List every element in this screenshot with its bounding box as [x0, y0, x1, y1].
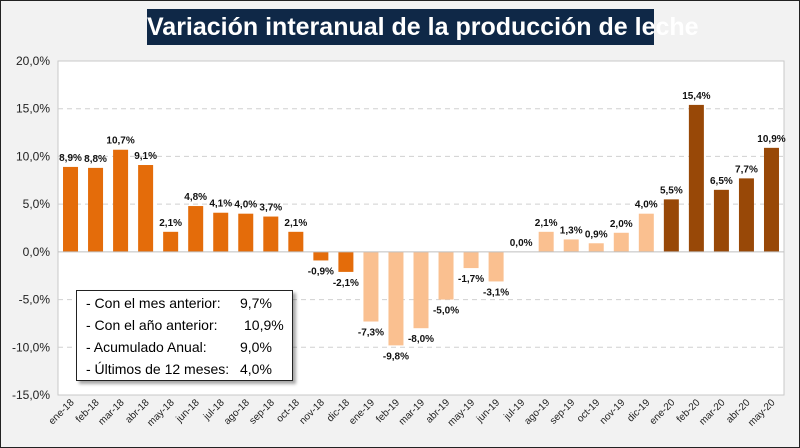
bar-mar-19 — [413, 251, 429, 329]
x-tick-label: may-20 — [746, 397, 778, 429]
bar-feb-19 — [388, 251, 404, 346]
data-label: 7,7% — [735, 164, 758, 175]
bar-may-20 — [763, 147, 779, 252]
x-tick-label: ene-18 — [47, 397, 77, 427]
x-tick-label: jun-18 — [174, 397, 202, 425]
bar-nov-19 — [613, 232, 629, 252]
bar-jun-18 — [188, 206, 204, 252]
summary-value: 10,9% — [244, 317, 284, 333]
data-label: 2,0% — [610, 219, 633, 230]
x-tick-label: ago-18 — [222, 397, 252, 427]
x-tick-label: nov-18 — [298, 397, 328, 427]
summary-label: - Acumulado Anual: — [86, 339, 207, 355]
data-label: -9,8% — [383, 351, 409, 362]
bar-sep-18 — [263, 216, 279, 252]
bar-ene-19 — [363, 251, 379, 322]
x-tick-label: jun-19 — [474, 397, 502, 425]
y-tick-label: 15,0% — [16, 102, 50, 116]
bar-nov-18 — [313, 251, 329, 261]
data-label: 8,8% — [84, 154, 107, 165]
bar-abr-20 — [738, 178, 754, 252]
data-label: 9,1% — [134, 151, 157, 162]
data-label: 0,9% — [585, 229, 608, 240]
data-label: 5,5% — [660, 185, 683, 196]
summary-label: - Últimos de 12 meses: — [86, 361, 230, 377]
y-tick-label: -10,0% — [12, 340, 50, 354]
data-label: 2,1% — [284, 218, 307, 229]
x-tick-label: nov-19 — [598, 397, 628, 427]
data-label: 3,7% — [259, 203, 282, 214]
data-label: -2,1% — [333, 278, 359, 289]
y-tick-label: -15,0% — [12, 388, 50, 402]
data-label: 8,9% — [59, 153, 82, 164]
x-tick-label: may-19 — [446, 397, 478, 429]
data-label: 10,9% — [757, 134, 785, 145]
data-label: 4,1% — [209, 199, 232, 210]
data-label: 4,8% — [184, 192, 207, 203]
bar-jun-19 — [488, 251, 504, 282]
x-tick-label: ene-19 — [347, 397, 377, 427]
data-label: 0,0% — [510, 238, 533, 249]
x-tick-label: mar-20 — [697, 397, 727, 427]
data-label: 6,5% — [710, 176, 733, 187]
x-tick-label: ene-20 — [648, 397, 678, 427]
bar-may-19 — [463, 251, 479, 269]
bar-ago-18 — [238, 213, 254, 252]
data-label: 4,0% — [234, 200, 257, 211]
x-tick-label: ago-19 — [522, 397, 552, 427]
summary-value: 9,7% — [240, 295, 272, 311]
data-label: -5,0% — [433, 306, 459, 317]
bar-may-18 — [163, 231, 179, 252]
y-tick-label: -5,0% — [19, 293, 51, 307]
bar-dic-18 — [338, 251, 354, 272]
bar-oct-18 — [288, 231, 304, 252]
bar-dic-19 — [638, 213, 654, 252]
bar-ene-18 — [63, 166, 79, 252]
data-label: 15,4% — [682, 91, 710, 102]
bar-jul-18 — [213, 212, 229, 252]
summary-label: - Con el mes anterior: — [86, 295, 221, 311]
x-tick-label: sep-18 — [248, 397, 278, 427]
data-label: 2,1% — [159, 218, 182, 229]
data-label: 4,0% — [635, 200, 658, 211]
bar-abr-19 — [438, 251, 454, 300]
x-tick-label: mar-19 — [397, 397, 427, 427]
summary-value: 9,0% — [240, 339, 272, 355]
bar-ene-20 — [663, 199, 679, 252]
data-label: -7,3% — [358, 328, 384, 339]
x-tick-label: may-18 — [145, 397, 177, 429]
summary-value: 4,0% — [240, 361, 272, 377]
bar-mar-18 — [113, 149, 129, 252]
bar-feb-18 — [88, 167, 104, 252]
data-label: 10,7% — [106, 136, 134, 147]
bar-ago-19 — [538, 231, 554, 252]
y-tick-label: 20,0% — [16, 54, 50, 68]
x-tick-label: mar-18 — [97, 397, 127, 427]
x-tick-label: sep-19 — [548, 397, 578, 427]
bar-sep-19 — [563, 239, 579, 252]
data-label: -0,9% — [308, 266, 334, 277]
data-label: 2,1% — [535, 218, 558, 229]
data-label: -3,1% — [483, 287, 509, 298]
data-label: -8,0% — [408, 334, 434, 345]
summary-box: - Con el mes anterior: 9,7% - Con el año… — [76, 290, 293, 381]
y-tick-label: 10,0% — [16, 149, 50, 163]
y-tick-label: 5,0% — [23, 197, 51, 211]
chart-title: Variación interanual de la producción de… — [147, 9, 699, 45]
bar-mar-20 — [713, 189, 729, 252]
summary-label: - Con el año anterior: — [86, 317, 218, 333]
y-tick-label: 0,0% — [23, 245, 51, 259]
data-label: -1,7% — [458, 274, 484, 285]
bar-oct-19 — [588, 243, 604, 252]
bar-feb-20 — [688, 104, 704, 252]
data-label: 1,3% — [560, 225, 583, 236]
bar-abr-18 — [138, 165, 154, 252]
